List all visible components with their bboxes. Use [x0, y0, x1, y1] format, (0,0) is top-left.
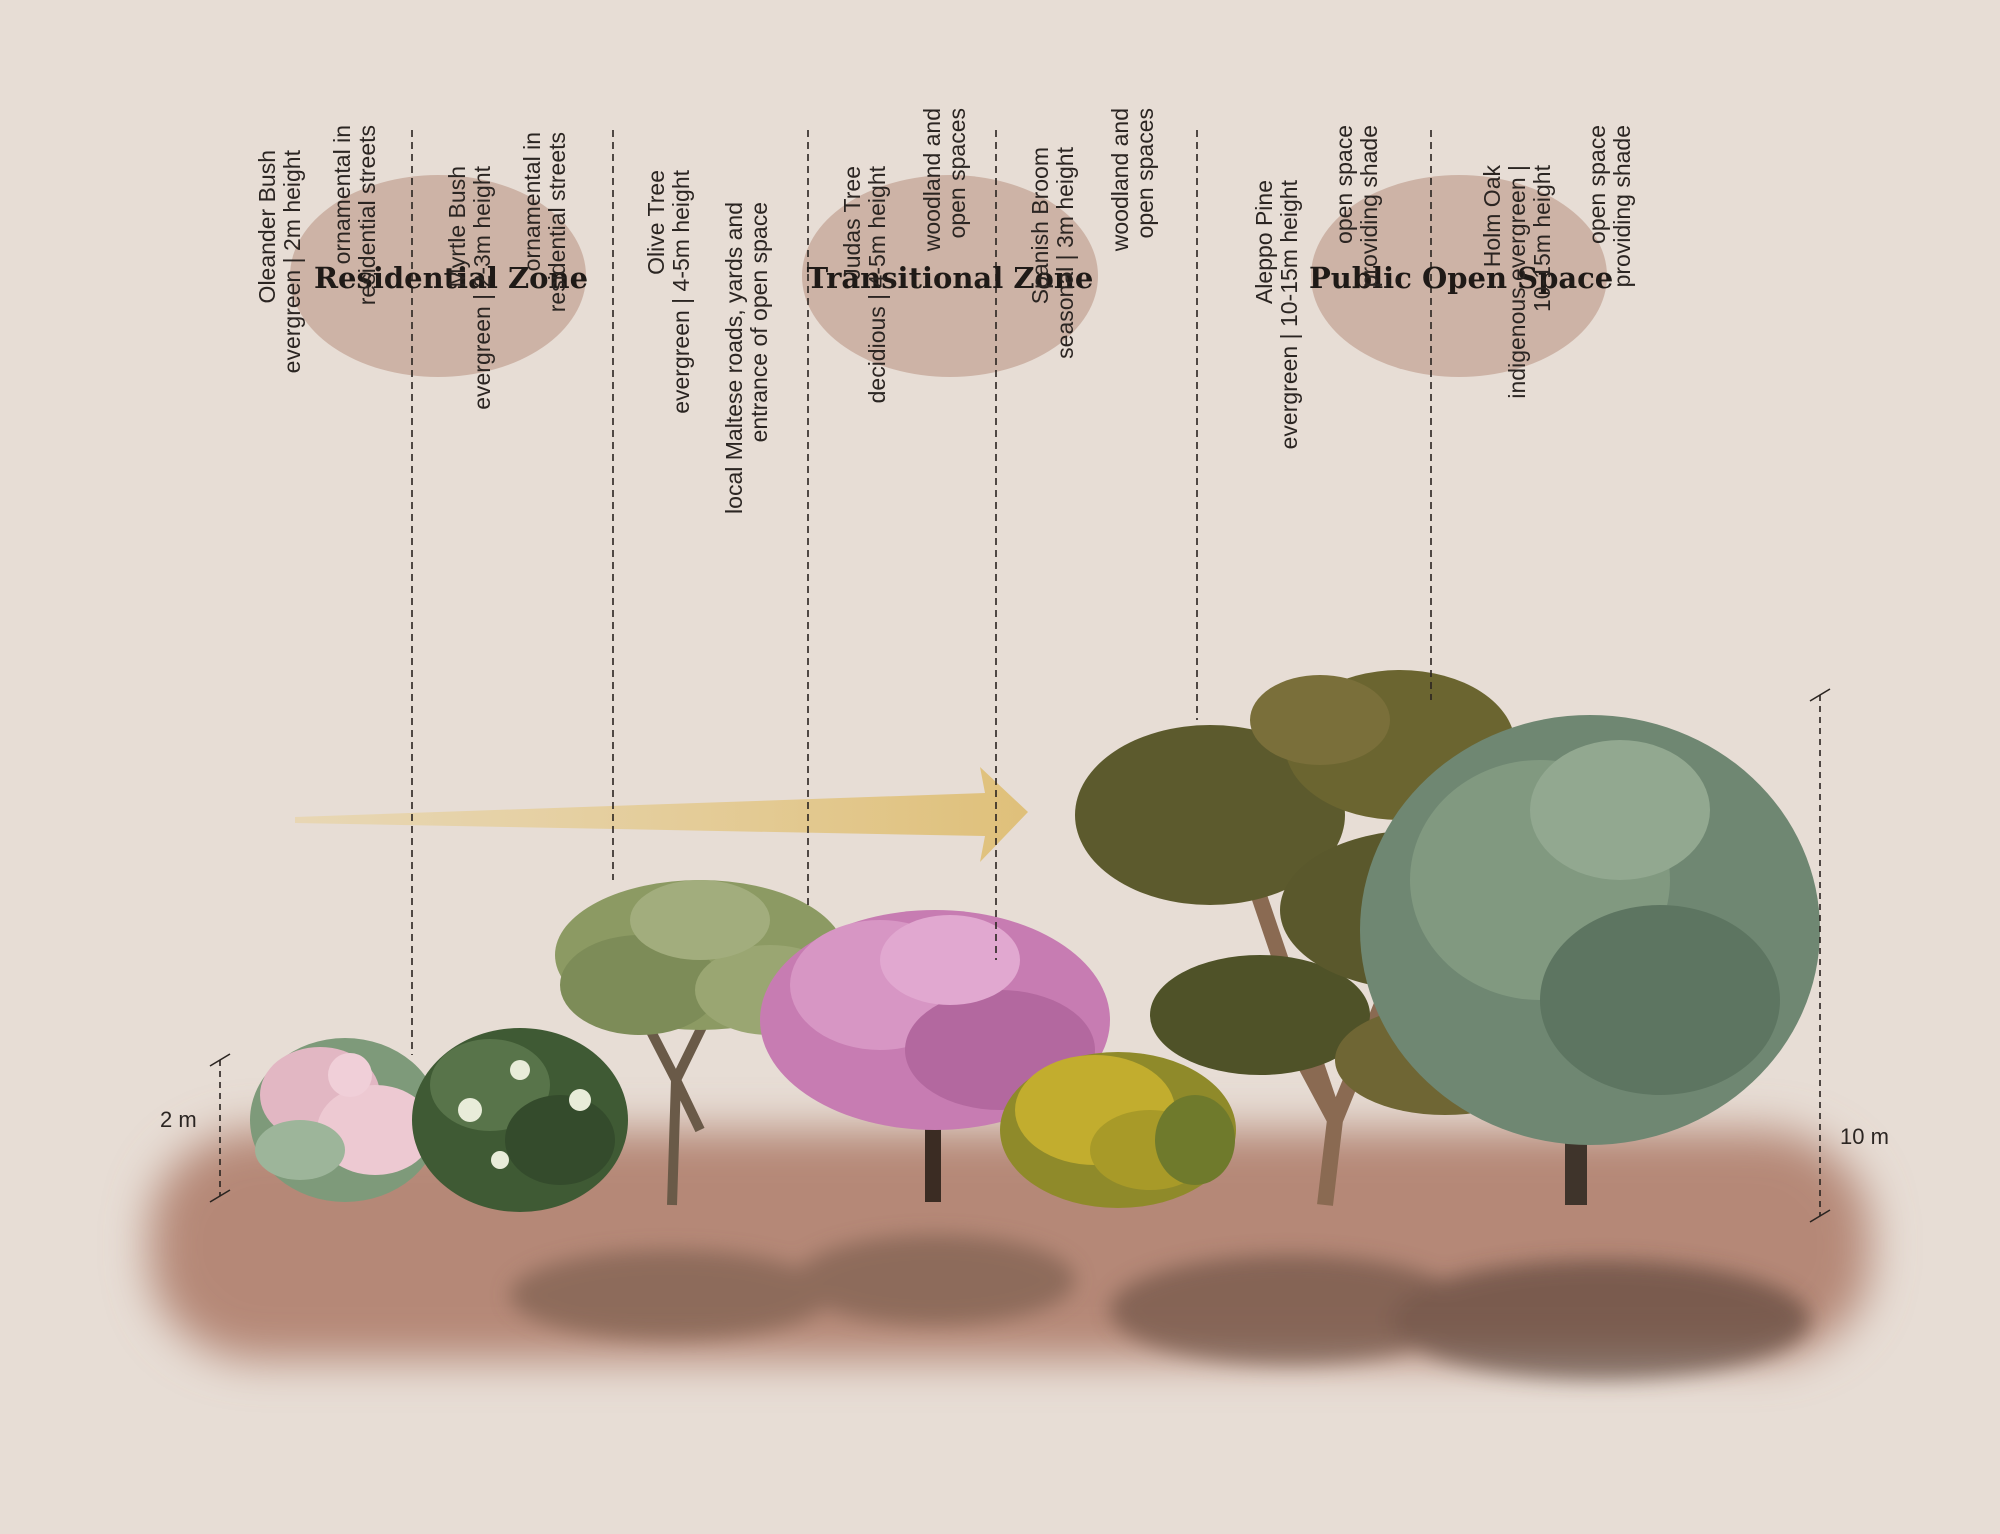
plant-spec: decidious | 4-5m height [864, 166, 890, 404]
zone-label-public: Public Open Space [1309, 261, 1614, 295]
zone-guide-lines [411, 130, 1432, 1055]
oleander-bush-illustration [250, 1038, 440, 1202]
judas-tree-illustration [760, 910, 1110, 1202]
plant-spec: evergreen | 10-15m height [1276, 180, 1302, 450]
plant-use-line1: woodland and [919, 108, 945, 252]
plant-name: Judas Tree [839, 166, 865, 280]
zone-ellipses [290, 175, 1607, 377]
spanish-broom-illustration [1000, 1052, 1236, 1208]
growth-arrow [295, 767, 1028, 862]
plant-use-line2: residential streets [544, 132, 570, 313]
plant-use-line2: residential streets [354, 125, 380, 306]
plant-spec-line2: 10-15m height [1529, 165, 1555, 313]
plant-name: Holm Oak [1479, 165, 1505, 268]
plant-illustrations [250, 670, 1820, 1212]
plant-use-line1: ornamental in [329, 125, 355, 265]
plant-use-line1: local Maltese roads, yards and [721, 202, 747, 514]
plant-info-broom: Spanish Broom seasonal | 3m height [1027, 147, 1086, 667]
scale-label-10m: 10 m [1840, 1124, 1889, 1149]
plant-info-oleander: Oleander Bush evergreen | 2m height [254, 150, 313, 670]
plant-use-line2: entrance of open space [746, 202, 772, 443]
plant-use-judas: woodland and open spaces [919, 108, 978, 628]
plant-info-oak: Holm Oak indigenous evergreen | 10-15m h… [1479, 165, 1564, 685]
plant-spec: evergreen | 2m height [279, 150, 305, 374]
zone-ellipse-transitional [802, 175, 1098, 377]
plant-info-judas: Judas Tree decidious | 4-5m height [839, 166, 898, 686]
plant-spec: evergreen | 2-3m height [469, 166, 495, 410]
plant-name: Oleander Bush [254, 150, 280, 304]
zone-label-residential: Residential Zone [313, 261, 589, 295]
plant-spec: evergreen | 4-5m height [668, 170, 694, 414]
plant-use-olive: local Maltese roads, yards and entrance … [721, 202, 780, 722]
plant-name: Olive Tree [643, 170, 669, 275]
scale-bar-2m [209, 1053, 231, 1203]
plant-name: Myrtle Bush [444, 166, 470, 288]
plant-name: Spanish Broom [1027, 147, 1053, 305]
plant-name: Aleppo Pine [1251, 180, 1277, 305]
plant-use-line1: open space [1584, 125, 1610, 244]
plant-use-myrtle: ornamental in residential streets [519, 132, 578, 652]
plant-use-line1: woodland and [1107, 108, 1133, 252]
scale-bar-10m [1809, 688, 1831, 1223]
plant-use-oak: open space providing shade [1584, 125, 1643, 645]
plant-spec: indigenous evergreen | [1504, 165, 1530, 399]
plant-use-pine: open space providing shade [1331, 125, 1390, 645]
plant-use-line2: open spaces [944, 108, 970, 239]
plant-spec: seasonal | 3m height [1052, 147, 1078, 359]
zone-ellipse-public [1311, 175, 1607, 377]
plant-use-oleander: ornamental in residential streets [329, 125, 388, 645]
plant-info-myrtle: Myrtle Bush evergreen | 2-3m height [444, 166, 503, 686]
plant-use-line2: providing shade [1609, 125, 1635, 288]
holm-oak-illustration [1360, 715, 1820, 1205]
myrtle-bush-illustration [412, 1028, 628, 1212]
plant-info-pine: Aleppo Pine evergreen | 10-15m height [1251, 180, 1310, 700]
scale-label-2m: 2 m [160, 1107, 197, 1132]
zone-label-transitional: Transitional Zone [806, 261, 1094, 295]
plant-use-line2: open spaces [1132, 108, 1158, 239]
plant-use-line1: ornamental in [519, 132, 545, 272]
plant-info-olive: Olive Tree evergreen | 4-5m height [643, 170, 702, 690]
plant-use-line1: open space [1331, 125, 1357, 244]
plant-use-broom: woodland and open spaces [1107, 108, 1166, 628]
tree-shadows [510, 1235, 1810, 1380]
zone-ellipse-residential [290, 175, 586, 377]
plant-use-line2: providing shade [1356, 125, 1382, 288]
